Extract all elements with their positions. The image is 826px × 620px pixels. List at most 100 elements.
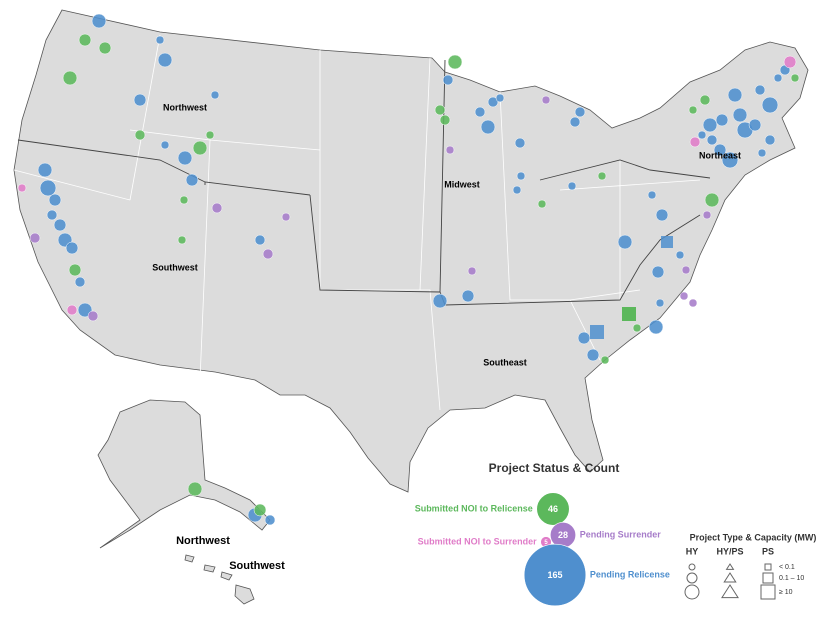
project-marker: [68, 263, 82, 277]
project-marker: [48, 193, 62, 207]
project-marker: [574, 106, 586, 118]
status-count: 46: [548, 504, 558, 514]
project-marker: [91, 13, 107, 29]
project-marker: [651, 265, 665, 279]
project-marker: [445, 145, 455, 155]
project-marker: [447, 54, 463, 70]
inset-label: Northwest: [176, 535, 230, 547]
project-marker: [516, 171, 526, 181]
project-marker: [461, 289, 475, 303]
project-marker: [790, 73, 800, 83]
project-markers: [17, 13, 800, 526]
project-marker: [514, 137, 526, 149]
size-square: [762, 572, 774, 584]
project-marker: [46, 209, 58, 221]
project-marker: [715, 113, 729, 127]
hawaii: [184, 554, 255, 605]
project-marker: [187, 481, 203, 497]
contiguous-us: [13, 9, 809, 493]
project-marker: [66, 304, 78, 316]
project-marker: [62, 70, 78, 86]
project-marker: [87, 310, 99, 322]
project-marker: [597, 171, 607, 181]
status-count: 165: [547, 570, 562, 580]
project-marker: [541, 95, 551, 105]
project-marker: [434, 104, 446, 116]
size-circle: [688, 563, 696, 571]
type-label: HY: [686, 546, 699, 556]
region-label: Southeast: [483, 357, 527, 367]
project-marker: [699, 94, 711, 106]
project-marker: [647, 190, 657, 200]
region-label: Midwest: [444, 179, 480, 189]
project-marker: [577, 331, 591, 345]
project-marker: [537, 199, 547, 209]
project-marker: [487, 96, 499, 108]
project-marker: [205, 130, 215, 140]
project-marker: [648, 319, 664, 335]
project-marker: [179, 195, 189, 205]
project-marker: [65, 241, 79, 255]
status-count: 5: [544, 540, 548, 546]
project-marker: [474, 106, 486, 118]
size-circle: [684, 584, 700, 600]
project-marker: [432, 293, 448, 309]
project-marker: [697, 130, 707, 140]
project-marker: [713, 143, 727, 157]
project-marker: [442, 74, 454, 86]
range-label: 0.1 – 10: [779, 575, 804, 582]
project-marker: [632, 323, 642, 333]
project-marker: [134, 129, 146, 141]
project-marker: [264, 514, 276, 526]
project-marker: [177, 150, 193, 166]
type-label: PS: [762, 546, 774, 556]
project-marker: [53, 218, 67, 232]
project-marker: [655, 298, 665, 308]
project-marker: [567, 181, 577, 191]
status-label: Submitted NOI to Relicense: [415, 503, 533, 513]
project-marker: [192, 140, 208, 156]
project-marker: [185, 173, 199, 187]
inset-label: Southwest: [229, 560, 285, 572]
project-marker: [177, 235, 187, 245]
size-circle: [686, 572, 698, 584]
region-label: Southwest: [152, 262, 198, 272]
status-label: Pending Surrender: [580, 529, 662, 539]
alaska: [97, 399, 271, 549]
project-marker: [569, 116, 581, 128]
project-marker: [754, 84, 766, 96]
project-marker: [732, 107, 748, 123]
project-marker: [480, 119, 496, 135]
size-triangle: [725, 563, 735, 570]
project-marker: [600, 355, 610, 365]
project-marker: [617, 234, 633, 250]
project-marker: [681, 265, 691, 275]
project-marker: [155, 35, 165, 45]
project-marker: [661, 236, 673, 248]
region-label: Northwest: [163, 102, 207, 112]
capacity-title: Project Type & Capacity (MW): [690, 532, 817, 542]
project-marker: [679, 291, 689, 301]
size-triangle: [721, 584, 739, 599]
legend-title: Project Status & Count: [489, 461, 620, 475]
project-marker: [764, 134, 776, 146]
project-marker: [757, 148, 767, 158]
region-borders: [17, 59, 711, 306]
project-marker: [675, 250, 685, 260]
project-marker: [253, 503, 267, 517]
project-marker: [702, 210, 712, 220]
project-marker: [254, 234, 266, 246]
project-marker: [78, 33, 92, 47]
project-marker: [17, 183, 27, 193]
project-marker: [210, 90, 220, 100]
status-label: Pending Relicense: [590, 569, 670, 579]
status-label: Submitted NOI to Surrender: [418, 536, 538, 546]
state-borders: [13, 34, 701, 411]
project-marker: [688, 298, 698, 308]
project-marker: [467, 266, 477, 276]
project-marker: [37, 162, 53, 178]
project-marker: [133, 93, 147, 107]
project-marker: [622, 307, 636, 321]
project-marker: [157, 52, 173, 68]
